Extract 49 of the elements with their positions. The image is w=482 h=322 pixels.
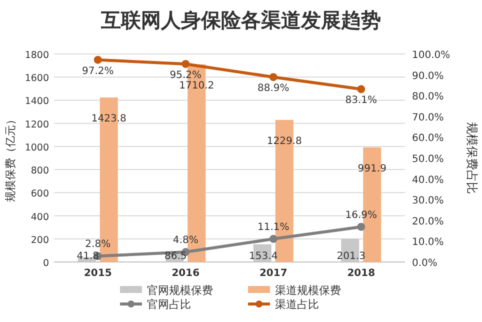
y2-axis-title: 规模保费占比 <box>465 122 479 194</box>
y2-tick-label: 20.0% <box>412 216 444 228</box>
legend-label: 渠道占比 <box>275 298 319 311</box>
data-label: 991.9 <box>358 163 386 174</box>
y2-tick-label: 50.0% <box>412 154 444 165</box>
y-tick-label: 1200 <box>24 119 49 130</box>
x-tick-label: 2018 <box>347 268 376 279</box>
x-tick-label: 2016 <box>172 268 200 279</box>
x-tick-label: 2015 <box>84 268 112 279</box>
point <box>182 60 190 68</box>
data-label: 4.8% <box>172 235 198 246</box>
point <box>357 222 366 231</box>
legend-label: 官网占比 <box>147 298 191 311</box>
x-tick-label: 2017 <box>259 268 288 279</box>
y2-tick-label: 90.0% <box>412 70 444 82</box>
legend-label: 官网规模保费 <box>147 284 213 297</box>
data-label: 201.3 <box>336 251 366 262</box>
y-axis-title: 规模保费（亿元） <box>4 114 17 202</box>
y2-tick-label: 80.0% <box>412 92 444 103</box>
y-tick-label: 800 <box>30 166 49 177</box>
y2-tick-label: 70.0% <box>412 112 444 124</box>
y2-tick-label: 10.0% <box>412 237 444 248</box>
data-label: 153.4 <box>249 251 278 262</box>
y-tick-label: 200 <box>30 234 49 246</box>
y-tick-label: 400 <box>30 212 49 223</box>
y2-tick-label: 40.0% <box>412 174 444 186</box>
y-tick-label: 1000 <box>24 142 49 154</box>
data-label: 16.9% <box>345 210 378 221</box>
y-tick-label: 0 <box>42 258 49 269</box>
data-label: 86.5 <box>164 251 187 262</box>
y-tick-label: 1400 <box>24 96 49 108</box>
data-label: 88.9% <box>257 83 290 94</box>
legend-label: 渠道规模保费 <box>275 284 341 297</box>
data-label: 41.8 <box>76 251 100 262</box>
chart-title: 互联网人身保险各渠道发展趋势 <box>100 9 381 32</box>
point <box>269 234 278 243</box>
point <box>357 85 366 94</box>
data-label: 95.2% <box>170 70 202 81</box>
y-tick-label: 1600 <box>24 73 49 84</box>
y2-tick-label: 0.0% <box>412 258 438 269</box>
y-tick-label: 600 <box>30 188 49 200</box>
y2-tick-label: 30.0% <box>412 196 444 207</box>
data-label: 97.2% <box>82 66 114 77</box>
data-label: 83.1% <box>345 95 378 106</box>
y2-tick-label: 100.0% <box>412 50 450 61</box>
y-tick-label: 1800 <box>24 50 49 61</box>
point <box>269 73 278 82</box>
y2-tick-label: 60.0% <box>412 133 444 144</box>
point <box>94 56 102 64</box>
